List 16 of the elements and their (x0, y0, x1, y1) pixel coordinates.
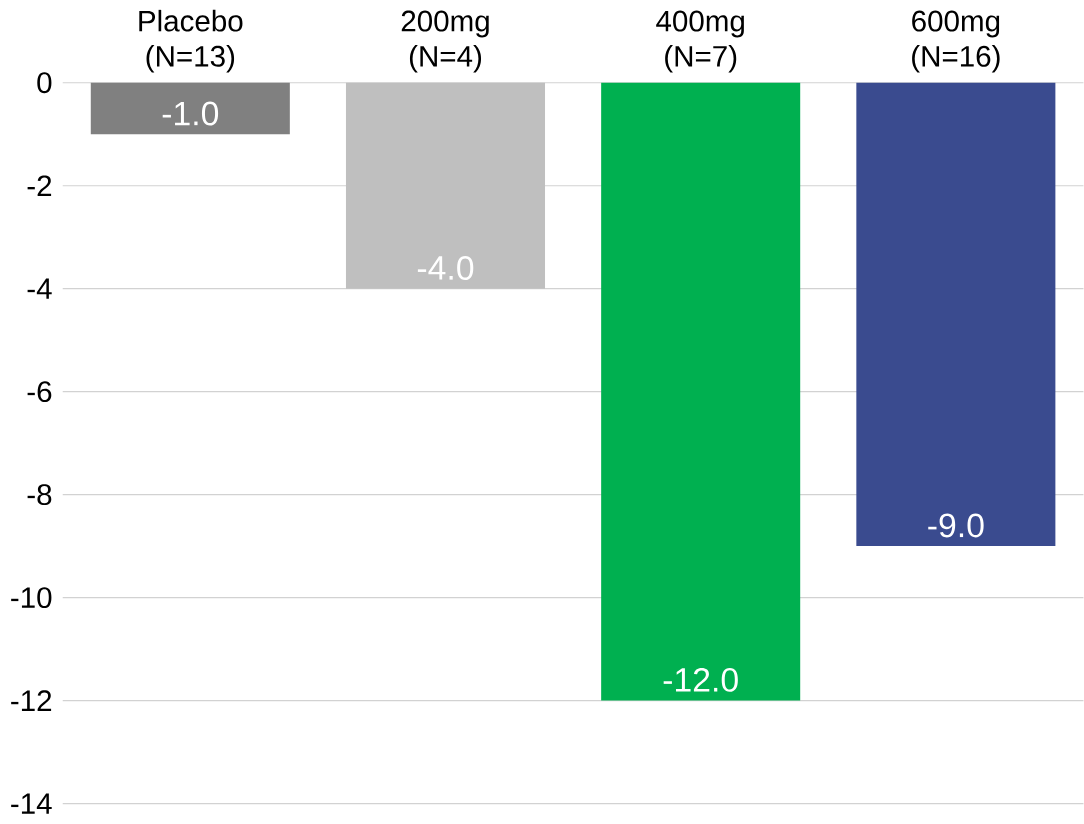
data-label: -9.0 (928, 513, 984, 538)
x-tick-label: 400mg (N=7) (656, 10, 744, 73)
x-tick-label: 200mg (N=4) (401, 10, 489, 73)
x-tick-label: 600mg (N=16) (912, 10, 1000, 73)
y-tick-label: 0 (37, 72, 52, 94)
data-label: -1.0 (162, 101, 219, 126)
y-tick-label: -6 (27, 381, 52, 403)
data-label: -4.0 (417, 256, 474, 281)
y-tick-label: -14 (11, 793, 52, 814)
y-tick-label: -2 (27, 175, 52, 197)
y-tick-label: -4 (27, 278, 52, 300)
x-tick-label: Placebo (N=13) (139, 10, 243, 73)
y-tick-label: -12 (11, 690, 52, 712)
data-label: -12.0 (663, 668, 738, 693)
y-tick-label: -8 (27, 484, 52, 506)
y-tick-label: -10 (11, 587, 52, 609)
